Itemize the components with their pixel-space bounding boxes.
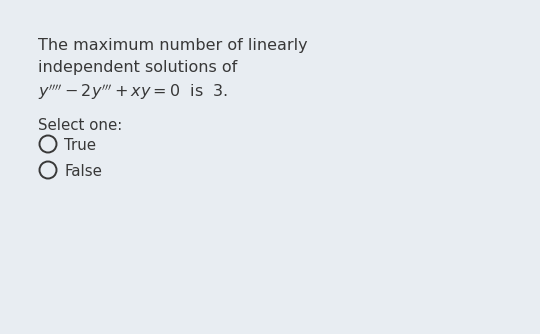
Text: $y^{\prime\prime\prime\prime} - 2y^{\prime\prime\prime} + xy = 0$  is  3.: $y^{\prime\prime\prime\prime} - 2y^{\pri… [38, 82, 228, 102]
Text: False: False [64, 164, 102, 179]
Text: The maximum number of linearly: The maximum number of linearly [38, 38, 308, 53]
Text: independent solutions of: independent solutions of [38, 60, 237, 75]
Text: Select one:: Select one: [38, 118, 122, 133]
Text: True: True [64, 138, 96, 153]
